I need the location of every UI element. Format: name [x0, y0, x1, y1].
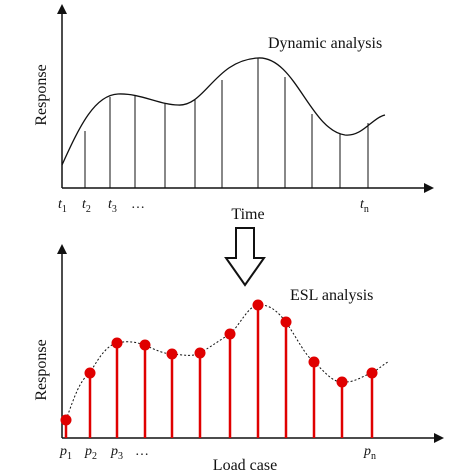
x-label: Load case: [213, 457, 277, 474]
tick-base: p: [59, 444, 67, 459]
tick-label: tn: [360, 197, 369, 215]
x-label: Time: [231, 206, 264, 223]
tick-base: t: [108, 197, 113, 212]
load-point: [84, 367, 96, 379]
tick-label: …: [136, 444, 148, 459]
tick-label: p3: [110, 444, 123, 462]
tick-sub: 2: [92, 451, 97, 462]
load-point: [139, 339, 151, 351]
load-point: [224, 328, 236, 340]
load-point: [308, 356, 320, 368]
y-label: Response: [33, 339, 50, 400]
tick-label: t2: [82, 197, 91, 215]
tick-label: p1: [59, 444, 72, 462]
tick-label: …: [132, 197, 144, 212]
load-point: [60, 414, 72, 426]
y-label: Response: [33, 64, 50, 125]
top-panel: Response Dynamic analysis Time t1 t2 t3… tn: [33, 4, 434, 223]
response-curve: [65, 304, 389, 421]
load-point: [252, 299, 264, 311]
load-point: [194, 347, 206, 359]
load-point: [336, 376, 348, 388]
tick-base: p: [363, 444, 371, 459]
load-point: [111, 337, 123, 349]
bottom-panel: Response ESL analysis Load case p1 p2 p3… p…: [33, 244, 444, 474]
tick-sub: n: [364, 204, 369, 215]
load-point: [166, 348, 178, 360]
tick-label: pn: [363, 444, 376, 462]
response-curve: [61, 57, 386, 166]
tick-labels: p1 p2 p3… pn: [59, 444, 376, 462]
tick-base: t: [82, 197, 87, 212]
panel-title: ESL analysis: [290, 287, 373, 304]
tick-label: p2: [84, 444, 97, 462]
down-arrow: [224, 227, 266, 287]
load-point: [366, 367, 378, 379]
time-steps: [84, 58, 369, 188]
tick-base: …: [136, 444, 148, 459]
tick-base: p: [84, 444, 92, 459]
tick-base: …: [132, 197, 144, 212]
tick-sub: n: [371, 451, 376, 462]
tick-base: t: [360, 197, 365, 212]
tick-labels: t1 t2 t3… tn: [58, 197, 369, 215]
tick-sub: 1: [62, 204, 67, 215]
load-cases: [60, 299, 378, 438]
tick-base: p: [110, 444, 118, 459]
tick-sub: 1: [67, 451, 72, 462]
tick-label: t3: [108, 197, 117, 215]
tick-label: t1: [58, 197, 67, 215]
tick-sub: 3: [112, 204, 117, 215]
tick-sub: 3: [118, 451, 123, 462]
panel-title: Dynamic analysis: [268, 35, 382, 52]
tick-sub: 2: [86, 204, 91, 215]
tick-base: t: [58, 197, 63, 212]
load-point: [280, 316, 292, 328]
